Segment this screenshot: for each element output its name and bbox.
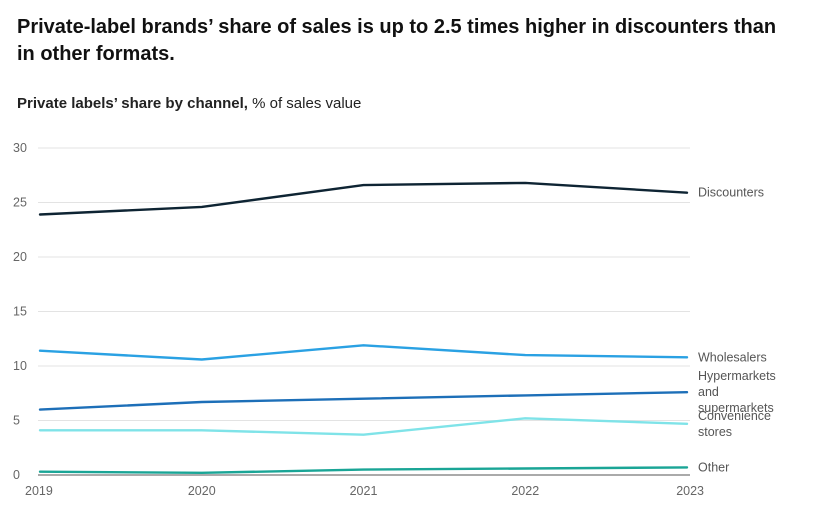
series-label-wholesalers: Wholesalers	[698, 350, 767, 364]
chart-title: Private-label brands’ share of sales is …	[17, 16, 777, 65]
series-line-wholesalers	[38, 344, 689, 361]
series-label-line: Convenience	[698, 409, 771, 423]
series-label-convenience-stores: Convenience stores	[698, 409, 771, 439]
gridlines	[38, 147, 690, 476]
chart-subtitle: Private labels’ share by channel, % of s…	[17, 95, 361, 112]
series-lines	[38, 181, 689, 474]
y-tick-label: 5	[13, 414, 20, 428]
series-labels: Discounters Wholesalers Hypermarkets and sup…	[698, 186, 776, 475]
series-label-other: Other	[698, 460, 729, 474]
y-tick-label: 0	[13, 468, 20, 482]
series-label-line: Discounters	[698, 186, 764, 200]
y-tick-label: 30	[13, 141, 27, 155]
x-axis-ticks: 2019 2020 2021 2022 2023	[25, 484, 704, 498]
x-tick-label: 2023	[676, 484, 704, 498]
series-line-other	[38, 466, 689, 474]
subtitle-unit: % of sales value	[247, 95, 362, 112]
series-label-line: Hypermarkets	[698, 369, 776, 383]
series-label-line: and	[698, 385, 719, 399]
series-label-line: Other	[698, 460, 729, 474]
series-line-discounters	[38, 181, 689, 216]
y-tick-label: 15	[13, 305, 27, 319]
series-line-hypermarkets-and-supermarkets	[38, 391, 689, 411]
y-tick-label: 20	[13, 250, 27, 264]
x-tick-label: 2020	[188, 484, 216, 498]
y-tick-label: 10	[13, 359, 27, 373]
series-line-convenience-stores	[38, 417, 689, 436]
series-label-line: stores	[698, 425, 732, 439]
series-label-line: supermarkets	[698, 401, 774, 415]
x-tick-label: 2019	[25, 484, 53, 498]
x-tick-label: 2022	[511, 484, 539, 498]
series-label-hypermarkets-and-supermarkets: Hypermarkets and supermarkets	[698, 369, 776, 415]
x-tick-label: 2021	[350, 484, 378, 498]
series-label-discounters: Discounters	[698, 186, 764, 200]
subtitle-bold: Private labels’ share by channel,	[17, 95, 248, 112]
y-axis-ticks: 0 5 10 15 20 25 30	[13, 141, 27, 482]
y-tick-label: 25	[13, 196, 27, 210]
series-label-line: Wholesalers	[698, 350, 767, 364]
